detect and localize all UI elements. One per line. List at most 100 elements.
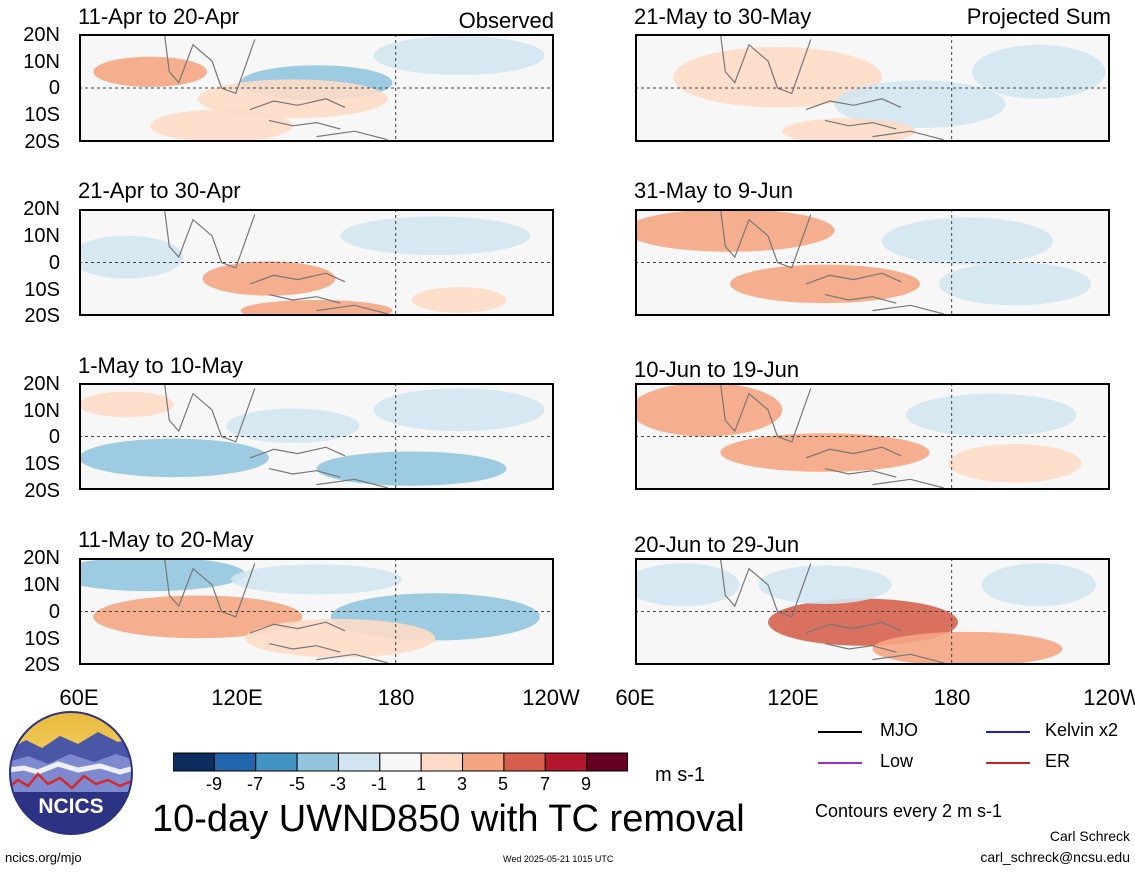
logo-text: NCICS: [38, 795, 103, 818]
panel-title: 1-May to 10-May: [78, 353, 244, 378]
uwnd-map-observed-2: [79, 209, 554, 316]
colorbar-swatch: [503, 752, 546, 772]
colorbar-swatch: [420, 752, 464, 772]
colorbar-label: 1: [415, 774, 427, 794]
uwnd-map-projected-4: [635, 558, 1110, 665]
anomaly-area: [240, 299, 393, 316]
anomaly-area: [93, 56, 208, 87]
anomaly-area: [882, 217, 1053, 265]
anomaly-area: [316, 451, 507, 486]
colorbar-swatch: [296, 752, 339, 772]
lat-label: 10S: [24, 453, 60, 475]
anomaly-area: [411, 287, 507, 313]
colorbar-label: -5: [288, 774, 306, 794]
anomaly-area: [782, 118, 916, 142]
coastline: [163, 558, 388, 664]
website-link[interactable]: ncics.org/mjo: [5, 850, 82, 865]
uwnd-map-observed-3: [79, 383, 554, 490]
anomaly-area: [768, 598, 958, 646]
colorbar-label: -7: [246, 774, 264, 794]
lat-label: 10N: [23, 574, 60, 596]
panel-title: 10-Jun to 19-Jun: [634, 357, 800, 382]
anomaly-area: [245, 618, 436, 658]
coastline: [163, 383, 388, 489]
anomaly-area: [79, 235, 184, 279]
anomaly-area: [758, 565, 892, 605]
lon-label: 120W: [522, 685, 580, 710]
legend-line-mjo: [818, 731, 862, 733]
anomaly-area: [79, 558, 246, 592]
legend-line-er: [986, 762, 1030, 764]
anomaly-area: [635, 563, 740, 607]
colorbar-swatch: [462, 752, 505, 772]
legend-label: Kelvin x2: [1045, 720, 1119, 740]
map-frame: [79, 383, 554, 490]
colorbar-swatch: [544, 752, 588, 772]
legend-label: ER: [1045, 751, 1071, 771]
author-name: Carl Schreck: [1049, 828, 1130, 844]
map-frame: [635, 383, 1110, 490]
anomaly-area: [981, 563, 1096, 607]
uwnd-map-observed-4: [79, 558, 554, 665]
map-frame: [635, 209, 1110, 316]
anomaly-area: [905, 393, 1077, 437]
lat-label: 20S: [24, 305, 60, 327]
lat-label: 10S: [24, 104, 60, 126]
lat-label: 20N: [23, 198, 60, 220]
panel-title: 31-May to 9-Jun: [634, 178, 793, 203]
colorbar: [173, 752, 628, 772]
colorbar-units: m s-1: [655, 764, 705, 786]
colorbar-label: 5: [497, 774, 509, 794]
anomaly-area: [202, 261, 336, 296]
colorbar-label: -9: [205, 774, 223, 794]
map-frame: [635, 34, 1110, 142]
lon-label: 120E: [211, 685, 263, 710]
legend-label: Low: [880, 751, 914, 771]
panel-title: 11-May to 20-May: [78, 527, 254, 552]
coastline: [163, 34, 388, 141]
legend-line-low: [818, 762, 862, 764]
lat-label: 10N: [23, 51, 60, 73]
anomaly-area: [226, 408, 360, 443]
panel-title: 21-May to 30-May: [634, 4, 812, 29]
panel-title: 20-Jun to 29-Jun: [634, 532, 800, 557]
uwnd-map-projected-3: [635, 383, 1110, 490]
legend-line-kelvin: [986, 731, 1030, 733]
colorbar-swatch: [337, 752, 381, 772]
lat-label: 0: [48, 426, 60, 448]
timestamp: Wed 2025-05-21 1015 UTC: [503, 854, 614, 864]
coastline: [719, 558, 944, 664]
map-frame: [635, 558, 1110, 665]
lat-label: 10S: [24, 279, 60, 301]
uwnd-map-projected-2: [635, 209, 1110, 316]
anomaly-area: [150, 109, 293, 142]
anomaly-area: [872, 631, 1063, 665]
colorbar-swatch: [255, 752, 298, 772]
colorbar-label: 3: [456, 774, 468, 794]
map-frame: [79, 558, 554, 665]
coastline: [719, 34, 944, 141]
colorbar-swatch: [379, 752, 422, 772]
coastline: [719, 383, 944, 489]
anomaly-area: [79, 438, 269, 478]
coastline: [719, 209, 944, 315]
colorbar-swatch: [586, 752, 628, 772]
anomaly-area: [79, 391, 174, 418]
lon-label: 120W: [1083, 685, 1135, 710]
lon-label: 180: [933, 685, 971, 710]
lon-label: 120E: [767, 685, 819, 710]
lat-label: 20N: [23, 24, 60, 46]
colorbar-swatch: [213, 752, 257, 772]
lat-label: 10S: [24, 628, 60, 650]
lat-label: 0: [48, 77, 60, 99]
anomaly-area: [720, 433, 930, 472]
lat-label: 20S: [24, 480, 60, 502]
ncics-logo: NCICS: [9, 711, 133, 835]
lat-label: 10N: [23, 225, 60, 247]
anomaly-area: [635, 383, 783, 437]
lat-label: 0: [48, 601, 60, 623]
lon-label: 60E: [615, 685, 655, 710]
lat-label: 20N: [23, 373, 60, 395]
anomaly-area: [373, 388, 545, 432]
contours-note: Contours every 2 m s-1: [815, 801, 1003, 821]
